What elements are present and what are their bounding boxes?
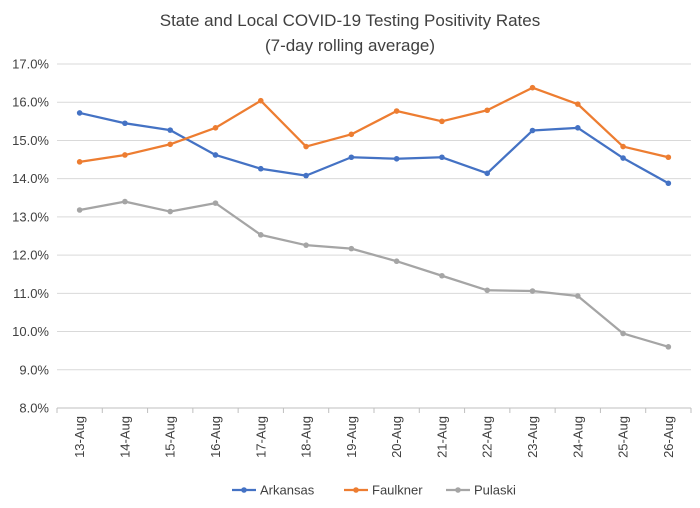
data-point-faulkner bbox=[257, 97, 264, 104]
series-line-pulaski bbox=[78, 200, 670, 348]
data-point-pulaski bbox=[665, 344, 672, 350]
y-tick-label: 13.0% bbox=[12, 209, 49, 224]
data-point-arkansas bbox=[529, 127, 536, 134]
data-point-faulkner bbox=[484, 107, 491, 114]
y-tick-label: 14.0% bbox=[12, 171, 49, 186]
data-point-faulkner bbox=[620, 143, 626, 150]
y-tick-label: 16.0% bbox=[12, 95, 49, 110]
data-point-pulaski bbox=[76, 207, 83, 213]
data-point-pulaski bbox=[529, 288, 536, 294]
y-tick-label: 8.0% bbox=[19, 401, 49, 416]
data-point-faulkner bbox=[167, 141, 174, 148]
x-tick-label: 23-Aug bbox=[525, 416, 540, 458]
data-point-arkansas bbox=[167, 127, 174, 133]
series-line-arkansas bbox=[78, 111, 670, 185]
legend-label-faulkner: Faulkner bbox=[372, 483, 423, 498]
data-point-arkansas bbox=[620, 155, 626, 161]
series-line-faulkner bbox=[78, 86, 670, 163]
data-point-faulkner bbox=[122, 152, 128, 158]
y-tick-label: 11.0% bbox=[13, 286, 49, 301]
data-point-pulaski bbox=[620, 330, 626, 337]
data-point-pulaski bbox=[167, 208, 174, 215]
y-axis: 8.0% 9.0% 10.0% 11.0% 12.0% 13.0% 14.0% 15.0% 16… bbox=[12, 57, 49, 416]
x-tick-label: 25-Aug bbox=[616, 416, 631, 458]
data-point-arkansas bbox=[348, 154, 355, 161]
x-axis: 13-Aug 14-Aug 15-Aug 16-Aug 17-Aug 18-Aug 19-A… bbox=[56, 408, 692, 458]
data-point-faulkner bbox=[348, 131, 355, 138]
data-point-faulkner bbox=[303, 143, 309, 150]
legend-marker-pulaski bbox=[455, 487, 461, 493]
data-point-pulaski bbox=[484, 287, 491, 294]
data-point-pulaski bbox=[393, 258, 400, 265]
legend-label-arkansas: Arkansas bbox=[260, 483, 315, 498]
data-point-arkansas bbox=[393, 155, 400, 162]
series-lines bbox=[76, 84, 672, 350]
legend-marker-arkansas bbox=[241, 487, 247, 493]
data-point-arkansas bbox=[122, 120, 128, 127]
chart-title-line-2: (7-day rolling average) bbox=[265, 36, 435, 55]
data-point-pulaski bbox=[212, 200, 219, 206]
gridlines bbox=[57, 63, 691, 409]
chart-title: State and Local COVID-19 Testing Positiv… bbox=[160, 11, 540, 55]
data-point-faulkner bbox=[76, 159, 83, 165]
x-tick-label: 22-Aug bbox=[480, 416, 495, 458]
data-point-pulaski bbox=[303, 242, 309, 248]
x-tick-label: 19-Aug bbox=[344, 416, 359, 458]
y-tick-label: 9.0% bbox=[19, 362, 49, 377]
y-tick-label: 12.0% bbox=[12, 248, 49, 263]
chart-title-line-1: State and Local COVID-19 Testing Positiv… bbox=[160, 11, 540, 30]
data-point-arkansas bbox=[212, 152, 219, 158]
legend-label-pulaski: Pulaski bbox=[474, 483, 516, 498]
data-point-arkansas bbox=[574, 125, 581, 131]
data-point-pulaski bbox=[257, 232, 264, 238]
data-point-arkansas bbox=[665, 180, 672, 187]
legend-marker-faulkner bbox=[353, 487, 359, 493]
data-point-faulkner bbox=[439, 118, 445, 125]
y-tick-label: 17.0% bbox=[12, 57, 49, 72]
data-point-faulkner bbox=[529, 84, 536, 91]
data-point-pulaski bbox=[439, 272, 445, 279]
data-point-faulkner bbox=[212, 125, 219, 131]
data-point-faulkner bbox=[665, 154, 672, 161]
data-point-pulaski bbox=[348, 245, 355, 252]
x-tick-label: 26-Aug bbox=[661, 416, 676, 458]
x-tick-label: 24-Aug bbox=[570, 416, 585, 458]
y-tick-label: 15.0% bbox=[12, 133, 49, 148]
x-tick-label: 18-Aug bbox=[299, 416, 314, 458]
y-tick-label: 10.0% bbox=[12, 324, 49, 339]
x-tick-label: 21-Aug bbox=[434, 416, 449, 458]
data-point-pulaski bbox=[574, 293, 581, 299]
x-tick-label: 20-Aug bbox=[389, 416, 404, 458]
x-tick-label: 17-Aug bbox=[253, 416, 268, 458]
data-point-arkansas bbox=[484, 170, 491, 177]
x-tick-label: 13-Aug bbox=[72, 416, 87, 458]
data-point-arkansas bbox=[257, 165, 264, 172]
x-tick-label: 14-Aug bbox=[117, 416, 132, 458]
data-point-arkansas bbox=[439, 154, 445, 161]
x-tick-label: 16-Aug bbox=[208, 416, 223, 458]
data-point-arkansas bbox=[303, 172, 309, 179]
legend: Arkansas Faulkner Pulaski bbox=[232, 483, 516, 498]
data-point-faulkner bbox=[574, 101, 581, 107]
data-point-arkansas bbox=[76, 110, 83, 116]
data-point-pulaski bbox=[122, 198, 128, 205]
x-tick-label: 15-Aug bbox=[163, 416, 178, 458]
data-point-faulkner bbox=[393, 108, 400, 114]
